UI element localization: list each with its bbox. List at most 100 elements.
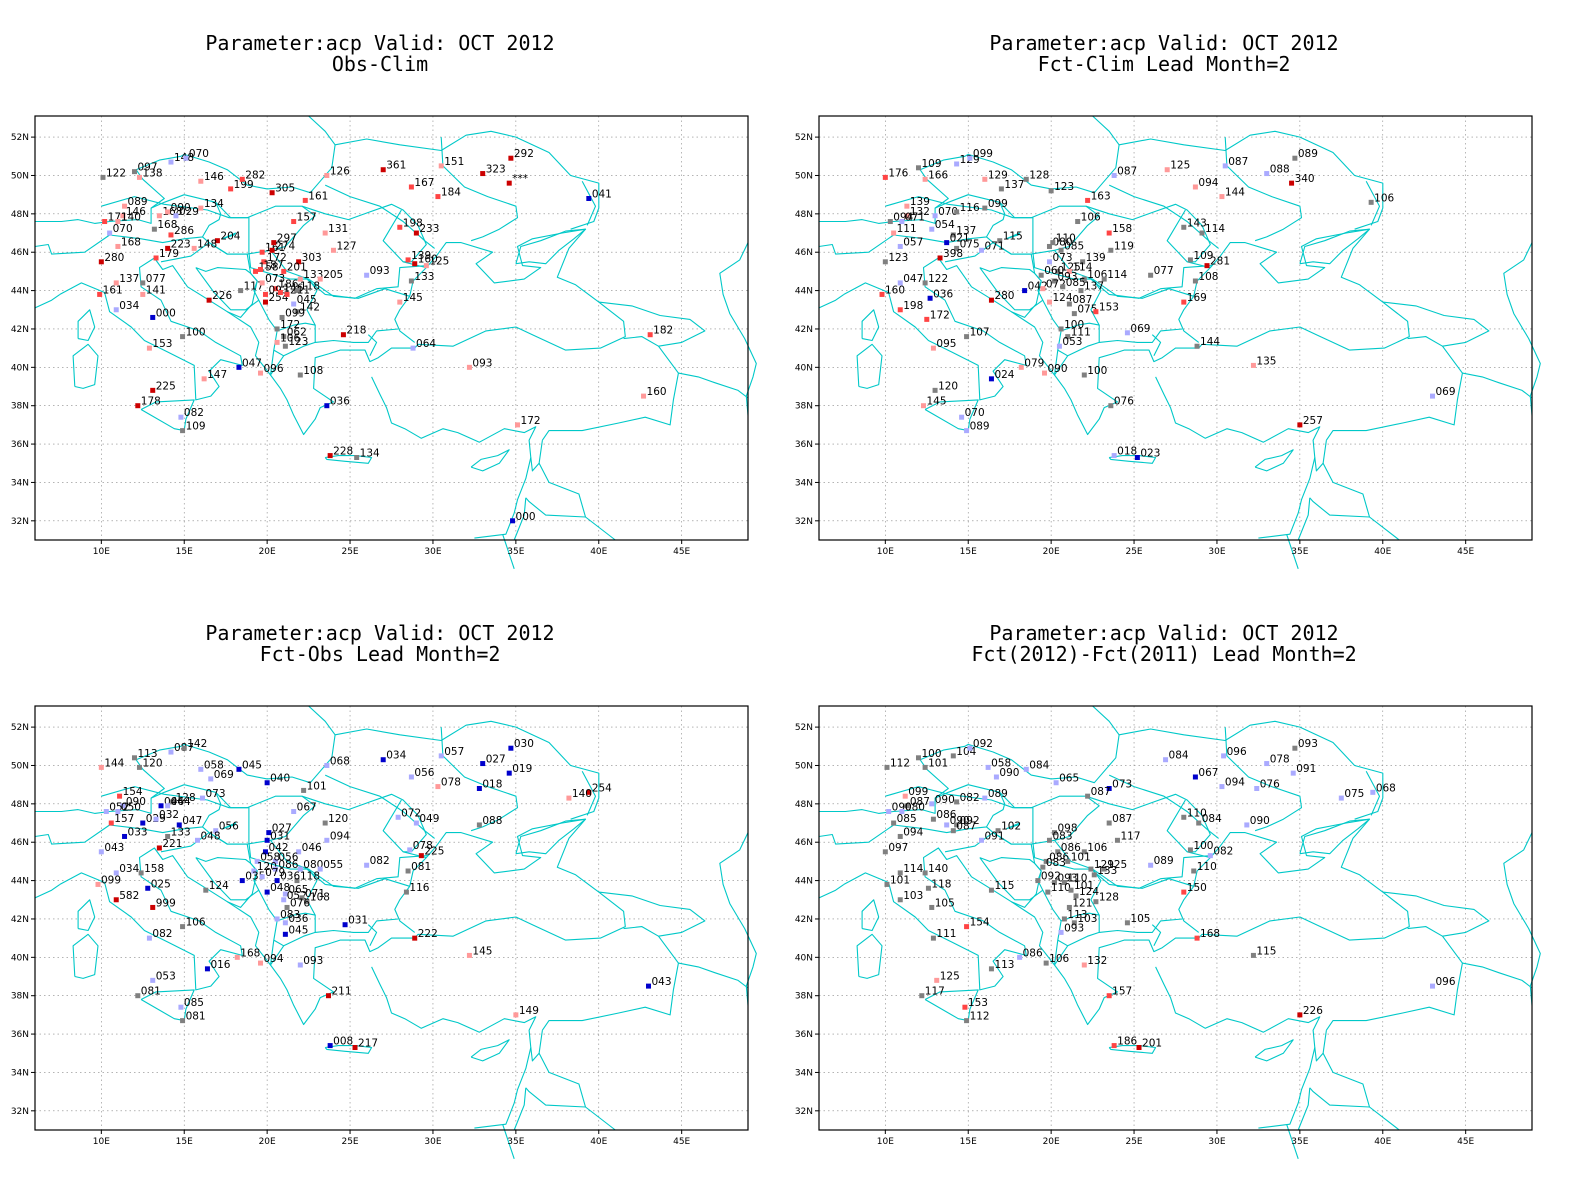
station-marker	[1221, 753, 1227, 759]
station-marker	[1338, 795, 1344, 801]
station-value: 282	[245, 169, 265, 181]
station-value: 128	[1099, 892, 1119, 904]
station-value: 084	[1202, 813, 1222, 825]
country-border	[1092, 278, 1194, 299]
station-marker	[944, 822, 950, 828]
station-value: 090	[1250, 815, 1270, 827]
country-border	[1053, 330, 1069, 376]
station-marker	[1297, 422, 1303, 428]
station-value: 280	[104, 252, 124, 264]
station-marker	[932, 213, 938, 219]
station-value: 129	[988, 169, 1008, 181]
station-marker	[1040, 864, 1046, 870]
station-marker	[262, 291, 268, 297]
station-marker	[95, 881, 101, 887]
station-value: 081	[411, 861, 431, 873]
country-border	[525, 497, 586, 518]
lat-tick-label: 40N	[11, 953, 29, 963]
station-marker	[1068, 887, 1074, 893]
station-value: 187	[264, 259, 284, 271]
lat-tick-label: 32N	[11, 1107, 29, 1117]
station-value: 158	[259, 261, 279, 273]
country-border	[678, 372, 749, 399]
station-value: 071	[905, 212, 925, 224]
station-value: 008	[333, 1036, 353, 1048]
station-marker	[934, 977, 940, 983]
river	[885, 786, 1213, 889]
station-marker	[269, 247, 275, 253]
station-value: 101	[1071, 851, 1091, 863]
station-value: 146	[126, 206, 146, 218]
station-marker	[395, 814, 401, 820]
station-marker	[1085, 793, 1091, 799]
station-marker	[236, 364, 242, 370]
station-value: 361	[386, 160, 406, 172]
station-value: 131	[328, 223, 348, 235]
station-value: 053	[156, 970, 176, 982]
station-value: 109	[186, 421, 206, 433]
coastline	[140, 399, 195, 432]
station-marker	[435, 194, 441, 200]
station-value: 124	[209, 880, 229, 892]
lon-tick-label: 15E	[960, 1137, 977, 1147]
station-marker	[515, 422, 521, 428]
station-marker	[1192, 184, 1198, 190]
lon-tick-label: 10E	[93, 1137, 110, 1147]
station-value: 096	[1227, 746, 1247, 758]
station-value: 090	[126, 796, 146, 808]
station-marker	[1114, 837, 1120, 843]
station-marker	[967, 745, 973, 751]
station-value: 083	[280, 909, 300, 921]
station-marker	[1038, 272, 1044, 278]
station-marker	[1046, 299, 1052, 305]
station-value: 034	[119, 300, 139, 312]
river	[885, 196, 1213, 299]
station-value: 058	[260, 851, 280, 863]
station-value: 323	[486, 164, 506, 176]
station-value: 110	[1067, 873, 1087, 885]
station-value: 217	[358, 1038, 378, 1050]
station-marker	[198, 205, 204, 211]
station-value: 144	[104, 757, 124, 769]
station-marker	[919, 993, 925, 999]
station-marker	[150, 904, 156, 910]
station-value: 112	[970, 1011, 990, 1023]
station-value: 137	[1004, 179, 1024, 191]
station-marker	[1111, 453, 1117, 459]
station-value: 141	[146, 284, 166, 296]
station-value: 075	[1344, 788, 1364, 800]
station-marker	[234, 954, 240, 960]
station-value: 172	[280, 319, 300, 331]
station-marker	[282, 343, 288, 349]
country-border	[308, 868, 410, 889]
station-marker	[1048, 188, 1054, 194]
lat-tick-label: 48N	[11, 800, 29, 810]
lon-tick-label: 40E	[590, 1137, 607, 1147]
station-marker	[1045, 889, 1051, 895]
station-marker	[1042, 370, 1048, 376]
station-marker	[296, 849, 302, 855]
station-marker	[887, 219, 893, 225]
station-value: 186	[1117, 1036, 1137, 1048]
station-value: 087	[1072, 294, 1092, 306]
coastline	[1299, 228, 1371, 265]
station-value: 024	[994, 369, 1014, 381]
country-border	[513, 497, 527, 541]
station-value: 021	[950, 233, 970, 245]
station-marker	[1035, 878, 1041, 884]
station-value: 106	[1049, 953, 1069, 965]
river	[581, 770, 597, 816]
station-marker	[1093, 309, 1099, 315]
station-marker	[1066, 904, 1072, 910]
station-value: 218	[346, 325, 366, 337]
station-marker	[150, 977, 156, 983]
station-value: 069	[214, 769, 234, 781]
station-marker	[1111, 1043, 1117, 1049]
country-border	[335, 130, 600, 230]
station-marker	[922, 176, 928, 182]
station-value: 081	[141, 986, 161, 998]
station-marker	[1106, 230, 1112, 236]
station-value: 094	[893, 212, 913, 224]
station-value: 160	[418, 254, 438, 266]
